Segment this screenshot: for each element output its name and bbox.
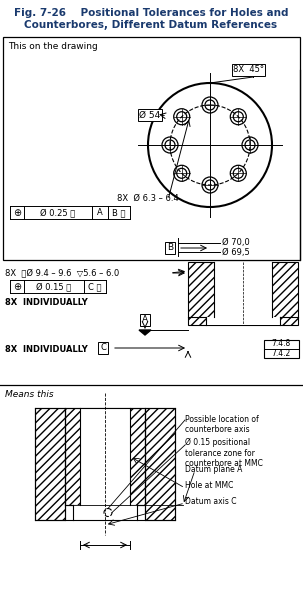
- Text: 8X  INDIVIDUALLY: 8X INDIVIDUALLY: [5, 345, 88, 354]
- Bar: [73, 505, 137, 520]
- Text: This on the drawing: This on the drawing: [8, 42, 98, 51]
- Text: Ø 0.15 positional
tolerance zone for
counterbore at MMC: Ø 0.15 positional tolerance zone for cou…: [185, 438, 263, 468]
- Bar: [145, 408, 175, 520]
- Bar: [264, 340, 299, 358]
- Polygon shape: [139, 330, 151, 335]
- Bar: [3, 37, 300, 260]
- Bar: [214, 262, 272, 317]
- Text: Ø 0.15 Ⓜ: Ø 0.15 Ⓜ: [36, 282, 72, 291]
- Text: B: B: [167, 244, 173, 253]
- Text: Ø 0.25 Ⓜ: Ø 0.25 Ⓜ: [40, 208, 76, 217]
- Text: A: A: [142, 316, 148, 325]
- Text: B Ⓜ: B Ⓜ: [112, 208, 126, 217]
- Bar: [188, 262, 298, 325]
- Text: 7.4.2: 7.4.2: [271, 349, 291, 358]
- Text: 8X  INDIVIDUALLY: 8X INDIVIDUALLY: [5, 298, 88, 307]
- Text: 8X  45°: 8X 45°: [233, 65, 264, 74]
- Text: 7.4.8: 7.4.8: [271, 340, 291, 349]
- Bar: [65, 408, 145, 505]
- Text: Possible location of
counterbore axis: Possible location of counterbore axis: [185, 415, 259, 434]
- Text: Ø 70,0: Ø 70,0: [222, 238, 250, 247]
- Text: Hole at MMC: Hole at MMC: [185, 481, 233, 491]
- Bar: [206, 317, 280, 325]
- Text: ⊕: ⊕: [13, 281, 21, 292]
- Text: 8X  Ø 6.3 – 6.4: 8X Ø 6.3 – 6.4: [117, 193, 179, 202]
- Text: ⊕: ⊕: [13, 208, 21, 217]
- Text: 8X  ⌴Ø 9.4 – 9.6  ▽5.6 – 6.0: 8X ⌴Ø 9.4 – 9.6 ▽5.6 – 6.0: [5, 268, 119, 277]
- Text: C Ⓜ: C Ⓜ: [88, 282, 102, 291]
- Text: Fig. 7-26    Positional Tolerances for Holes and: Fig. 7-26 Positional Tolerances for Hole…: [14, 8, 288, 18]
- Text: Datum axis C: Datum axis C: [185, 497, 237, 506]
- Bar: [80, 408, 130, 505]
- Bar: [35, 408, 65, 520]
- Text: Datum plane A: Datum plane A: [185, 466, 242, 475]
- Text: A: A: [97, 208, 103, 217]
- Text: Ø 54: Ø 54: [139, 110, 161, 119]
- Text: C: C: [100, 343, 106, 352]
- Text: Means this: Means this: [5, 390, 54, 399]
- Text: Ø 69,5: Ø 69,5: [222, 247, 250, 257]
- Text: Counterbores, Different Datum References: Counterbores, Different Datum References: [25, 20, 278, 30]
